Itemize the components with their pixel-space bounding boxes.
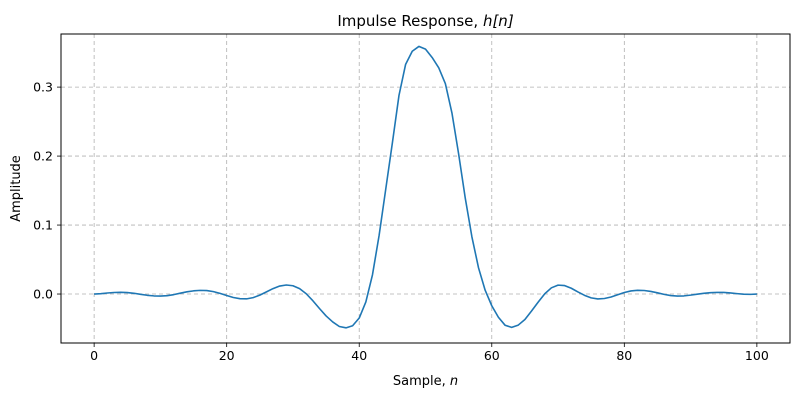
series-layer xyxy=(94,45,757,329)
x-axis-label-math: n xyxy=(450,374,458,389)
x-tick-label: 80 xyxy=(616,348,632,363)
plot-area-frame xyxy=(60,33,791,344)
y-tick-label: 0.0 xyxy=(33,287,53,302)
y-tick-label: 0.3 xyxy=(33,80,53,95)
chart-title: Impulse Response, h[n] xyxy=(337,12,513,30)
x-tick-label: 0 xyxy=(90,348,98,363)
x-tick-label: 20 xyxy=(219,348,235,363)
y-tick-label: 0.2 xyxy=(33,149,53,164)
x-tick-label: 40 xyxy=(351,348,367,363)
x-tick-label: 60 xyxy=(484,348,500,363)
y-tick-label: 0.1 xyxy=(33,218,53,233)
chart-title-math: h[n] xyxy=(483,12,514,30)
x-axis-label: Sample, n xyxy=(393,374,458,389)
x-tick-label: 100 xyxy=(745,348,769,363)
grid xyxy=(61,34,790,343)
axis-ticks: 0 20 40 60 80 100 0.0 0.1 0.2 0.3 xyxy=(33,80,769,363)
impulse-response-line xyxy=(94,45,757,329)
y-axis-label: Amplitude xyxy=(9,155,24,222)
x-axis-label-text: Sample, xyxy=(393,374,450,389)
chart-title-text: Impulse Response, xyxy=(337,12,483,30)
